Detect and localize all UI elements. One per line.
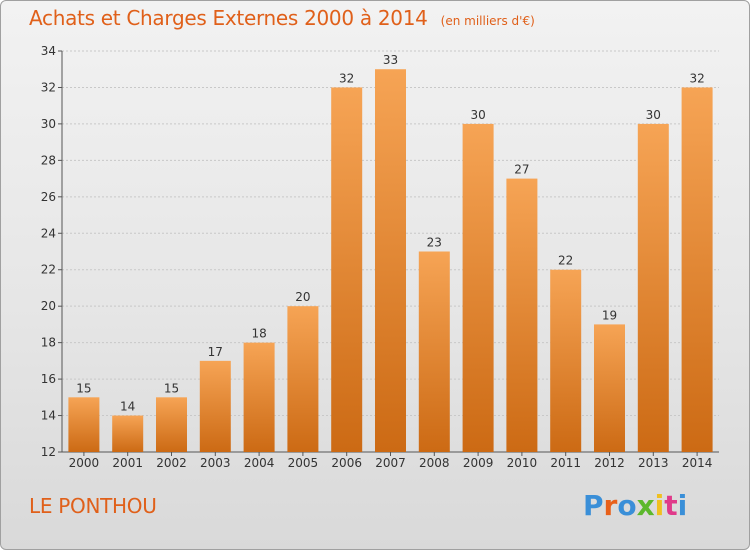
y-tick-label: 18 <box>41 336 56 350</box>
x-tick-label-2010: 2010 <box>507 456 538 470</box>
x-tick-label-2011: 2011 <box>550 456 581 470</box>
x-tick-label-2000: 2000 <box>69 456 100 470</box>
data-label-2004: 18 <box>251 327 266 341</box>
bar-2014 <box>681 87 713 453</box>
y-tick-label: 32 <box>41 80 56 94</box>
y-tick-label: 28 <box>41 153 56 167</box>
data-label-2005: 20 <box>295 290 310 304</box>
bar-2002 <box>156 397 187 452</box>
logo-letter: r <box>603 489 618 522</box>
x-tick-label-2009: 2009 <box>463 456 494 470</box>
bar-2000 <box>68 397 100 452</box>
logo-letter: i <box>654 489 665 522</box>
data-label-2014: 32 <box>689 71 704 85</box>
bar-2010 <box>506 178 538 452</box>
y-tick-label: 20 <box>41 299 56 313</box>
y-tick-label: 22 <box>41 263 56 277</box>
y-tick-label: 12 <box>41 445 56 459</box>
labels: 12 14 16 18 20 22 24 26 28 30 32 34 15 2000 14 2001 15 20… <box>41 44 713 470</box>
data-label-2000: 15 <box>76 381 91 395</box>
chart-subtitle: (en milliers d'€) <box>440 14 535 28</box>
data-label-2010: 27 <box>514 163 529 177</box>
bars <box>68 69 713 453</box>
data-label-2009: 30 <box>470 108 485 122</box>
x-tick-label-2001: 2001 <box>112 456 143 470</box>
logo-letter: t <box>664 489 678 522</box>
logo-letter: o <box>617 489 637 522</box>
x-tick-label-2012: 2012 <box>594 456 625 470</box>
data-label-2011: 22 <box>558 254 573 268</box>
bar-2003 <box>199 360 231 452</box>
x-tick-label-2005: 2005 <box>288 456 319 470</box>
bar-2013 <box>637 123 669 452</box>
y-tick-label: 26 <box>41 190 56 204</box>
y-tick-label: 34 <box>41 44 56 58</box>
bar-2009 <box>462 123 494 452</box>
data-label-2003: 17 <box>208 345 223 359</box>
data-label-2007: 33 <box>383 53 398 67</box>
y-tick-label: 30 <box>41 117 56 131</box>
data-label-2006: 32 <box>339 71 354 85</box>
bar-2005 <box>287 306 319 452</box>
data-label-2013: 30 <box>646 108 661 122</box>
logo-letter: x <box>636 489 655 522</box>
x-tick-label-2013: 2013 <box>638 456 669 470</box>
logo-letter: i <box>677 489 688 522</box>
bar-2012 <box>594 324 625 452</box>
proxiti-logo[interactable]: Proxiti <box>583 489 687 522</box>
x-tick-label-2014: 2014 <box>682 456 713 470</box>
bar-2001 <box>112 415 144 452</box>
data-label-2012: 19 <box>602 308 617 322</box>
location-name: LE PONTHOU <box>29 494 157 518</box>
x-tick-label-2008: 2008 <box>419 456 450 470</box>
x-tick-label-2004: 2004 <box>244 456 275 470</box>
data-label-2002: 15 <box>164 381 179 395</box>
data-label-2008: 23 <box>427 236 442 250</box>
bar-2006 <box>331 87 363 453</box>
bar-2008 <box>418 251 450 452</box>
bar-2004 <box>243 342 275 452</box>
x-tick-label-2006: 2006 <box>331 456 362 470</box>
x-tick-label-2002: 2002 <box>156 456 187 470</box>
bar-2007 <box>375 69 406 453</box>
bar-2011 <box>550 269 582 452</box>
y-tick-label: 14 <box>41 409 56 423</box>
data-label-2001: 14 <box>120 400 135 414</box>
logo-letter: P <box>583 489 604 522</box>
y-tick-label: 24 <box>41 226 56 240</box>
y-tick-label: 16 <box>41 372 56 386</box>
x-tick-label-2003: 2003 <box>200 456 231 470</box>
x-tick-label-2007: 2007 <box>375 456 406 470</box>
chart-title: Achats et Charges Externes 2000 à 2014 <box>29 6 428 30</box>
title-row: Achats et Charges Externes 2000 à 2014 (… <box>29 6 535 30</box>
